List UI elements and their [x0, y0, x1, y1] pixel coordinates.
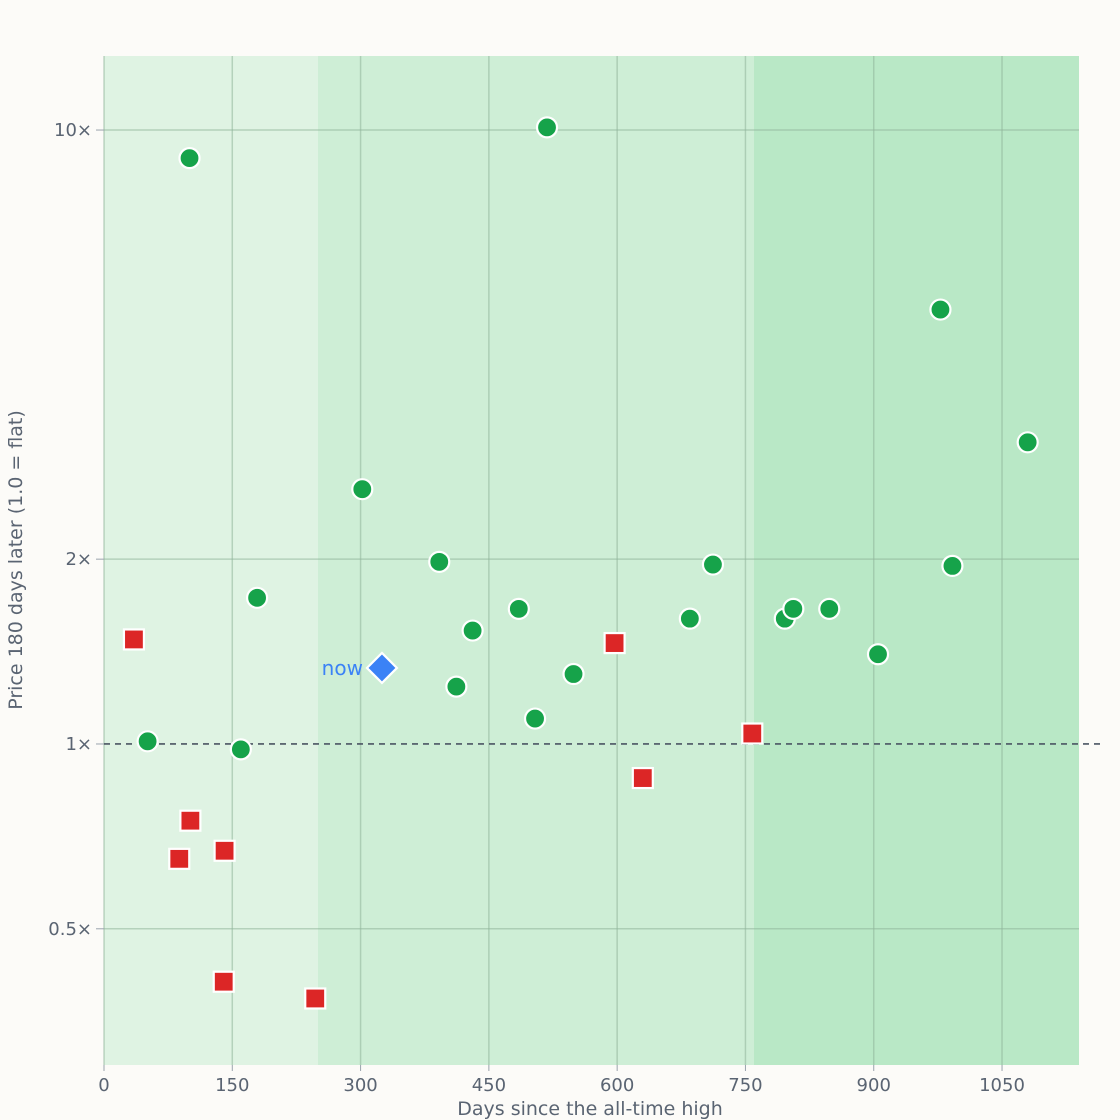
y-tick-label: 1×	[65, 734, 92, 755]
scatter-point-circle	[445, 675, 468, 698]
y-tick-label: 2×	[65, 549, 92, 570]
scatter-point-circle	[229, 738, 252, 761]
x-tick-label: 150	[215, 1075, 249, 1096]
scatter-point-square	[213, 839, 236, 862]
scatter-point-square	[741, 722, 764, 745]
x-tick-label: 900	[857, 1075, 891, 1096]
scatter-point-circle	[678, 607, 701, 630]
x-tick-label: 0	[98, 1075, 109, 1096]
highlight-point-diamond	[365, 651, 399, 685]
grid-lines	[103, 56, 1079, 1065]
scatter-point-square	[122, 628, 146, 651]
background-band	[754, 56, 1079, 1065]
data-points	[122, 116, 1039, 1010]
scatter-point-circle	[929, 298, 952, 321]
scatter-point-circle	[701, 553, 725, 576]
background-band	[104, 56, 318, 1065]
scatter-point-circle	[866, 643, 890, 666]
scatter-point-circle	[245, 586, 269, 609]
x-tick-label: 600	[600, 1075, 634, 1096]
highlight-label: now	[322, 656, 363, 680]
x-tick-label: 1050	[979, 1075, 1025, 1096]
background-band	[317, 56, 754, 1065]
scatter-point-circle	[782, 597, 805, 620]
y-axis-label: Price 180 days later (1.0 = flat)	[5, 410, 27, 710]
scatter-point-circle	[1016, 431, 1039, 454]
scatter-point-circle	[507, 597, 530, 620]
scatter-point-circle	[351, 478, 374, 501]
scatter-point-square	[603, 631, 626, 655]
scatter-point-circle	[523, 707, 547, 730]
x-tick-label: 300	[343, 1075, 377, 1096]
scatter-point-circle	[178, 147, 201, 170]
scatter-point-circle	[461, 619, 484, 642]
scatter-point-square	[168, 847, 191, 870]
background-bands	[104, 56, 1079, 1065]
y-tick-label: 10×	[54, 120, 92, 141]
scatter-point-square	[212, 970, 235, 993]
scatter-point-circle	[535, 116, 559, 139]
x-tick-label: 750	[728, 1075, 762, 1096]
highlight-group: now	[322, 651, 399, 685]
y-tick-label: 0.5×	[48, 919, 92, 940]
scatter-point-square	[631, 766, 654, 790]
scatter-point-circle	[428, 550, 451, 573]
scatter-point-square	[179, 809, 202, 832]
scatter-point-square	[304, 987, 327, 1010]
scatter-point-circle	[941, 554, 964, 578]
scatter-point-circle	[562, 662, 585, 686]
tick-labels: 0 150 300 450 600 750 900 1050 0.5× 1× 2× 10×	[48, 120, 1025, 1096]
x-axis-label: Days since the all-time high	[457, 1098, 723, 1120]
scatter-point-circle	[136, 730, 159, 753]
x-tick-label: 450	[472, 1075, 506, 1096]
scatter-point-circle	[818, 597, 841, 620]
